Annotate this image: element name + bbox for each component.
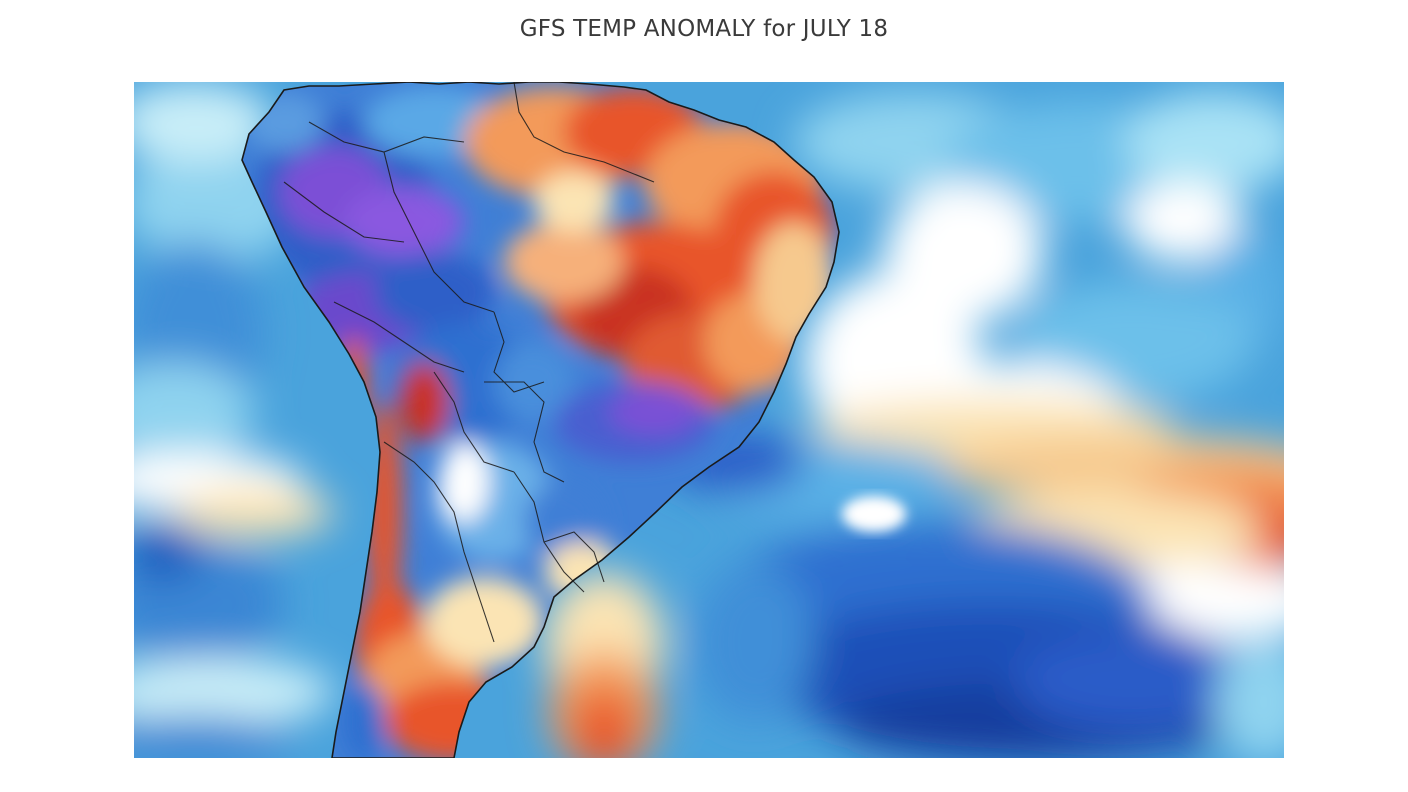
temperature-anomaly-map	[134, 82, 1284, 758]
warm-spot	[842, 496, 906, 532]
map-canvas	[134, 82, 1284, 758]
ocean-anomaly-field	[134, 82, 1284, 758]
country-borders	[283, 82, 655, 643]
page-title: GFS TEMP ANOMALY for JULY 18	[519, 16, 889, 42]
